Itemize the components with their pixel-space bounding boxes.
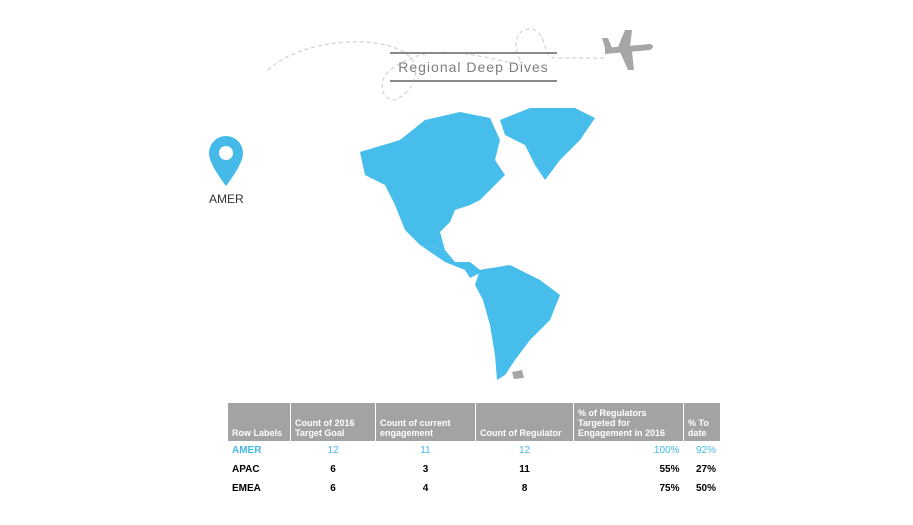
header-count-regulator: Count of Regulator — [475, 403, 574, 441]
falkland-islands-area — [512, 370, 524, 379]
table-header-row: Row Labels Count of 2016 Target Goal Cou… — [228, 403, 720, 441]
cell: 12 — [327, 445, 339, 456]
cell: EMEA — [232, 483, 261, 494]
cell: 11 — [420, 445, 431, 456]
table-row: APAC 6 3 11 55% 27% — [228, 460, 720, 479]
header-pct-to-date: % To date — [683, 403, 720, 441]
cell: APAC — [232, 464, 260, 475]
cell: AMER — [232, 445, 262, 456]
table-row: AMER 12 11 12 100% 92% — [228, 441, 720, 460]
cell: 27% — [695, 464, 716, 475]
table-row: EMEA 6 4 8 75% 50% — [228, 479, 720, 498]
region-label: AMER — [209, 192, 244, 206]
americas-map — [360, 108, 595, 380]
cell: 55% — [659, 464, 680, 475]
cell: 3 — [422, 464, 429, 475]
page-title: Regional Deep Dives — [390, 52, 557, 82]
cell: 6 — [330, 464, 336, 475]
cell: 75% — [659, 483, 680, 494]
airplane-icon — [602, 30, 653, 70]
cell: 12 — [518, 445, 531, 456]
regional-table: Row Labels Count of 2016 Target Goal Cou… — [228, 403, 720, 498]
map-pin-icon — [209, 136, 243, 186]
cell: 6 — [330, 483, 336, 494]
cell: 50% — [695, 483, 716, 494]
cell: 100% — [653, 445, 680, 456]
cell: 4 — [422, 483, 429, 494]
header-row-labels: Row Labels — [228, 403, 291, 441]
header-pct-targeted: % of Regulators Targeted for Engagement … — [573, 403, 684, 441]
cell: 11 — [519, 464, 530, 475]
cell: 8 — [521, 483, 528, 494]
header-target-goal: Count of 2016 Target Goal — [290, 403, 376, 441]
header-current-engagement: Count of current engagement — [375, 403, 476, 441]
cell: 92% — [695, 445, 716, 456]
